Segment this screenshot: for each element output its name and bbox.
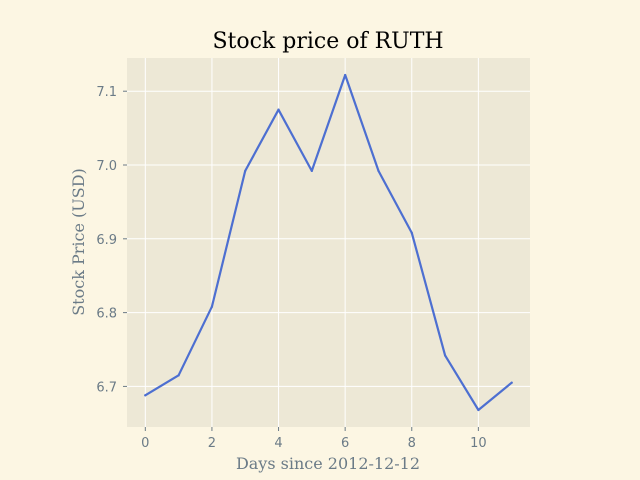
data-point [377,169,380,173]
data-point [477,408,480,412]
data-point [277,108,280,111]
price-line [144,73,513,412]
axis-ticks: 0 2 4 6 8 10 6.7 6.8 6.9 7.0 7.1 [96,85,486,451]
y-tick-label: 6.7 [96,380,117,395]
data-point [310,169,313,173]
y-tick-label: 6.9 [96,233,117,248]
y-tick-label: 7.0 [96,159,117,174]
data-point [144,394,147,397]
y-axis-label: Stock Price (USD) [69,168,88,316]
x-tick-label: 4 [274,436,282,451]
data-point [177,374,180,377]
grid-lines [127,58,530,427]
chart-title: Stock price of RUTH [212,29,443,54]
data-point [510,381,513,384]
data-point [344,73,347,77]
x-tick-label: 2 [208,436,216,451]
x-tick-label: 8 [408,436,416,451]
x-tick-label: 6 [341,436,349,451]
data-point [410,231,413,235]
data-point [443,354,447,357]
plot-area [127,58,530,427]
data-point [210,305,214,308]
x-tick-label: 10 [470,436,487,451]
y-tick-label: 7.1 [96,85,117,100]
x-tick-label: 0 [141,436,149,451]
data-point [244,169,247,173]
y-tick-label: 6.8 [96,307,117,322]
x-axis-label: Days since 2012-12-12 [236,454,420,473]
data-series [144,73,513,412]
